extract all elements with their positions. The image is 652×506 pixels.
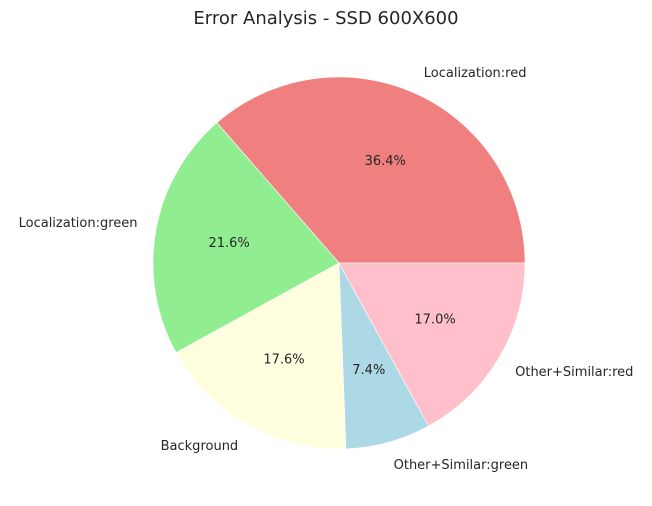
pie-slice-localization-green bbox=[152, 122, 340, 354]
pie-labels: 36.4% Localization:red 21.6% Localization:g… bbox=[19, 66, 634, 473]
pie-value-label-localization-red: 36.4% bbox=[365, 154, 406, 169]
pie-value-label-localization-green: 21.6% bbox=[208, 236, 249, 251]
pie-category-label-other-similar-red: Other+Similar:red bbox=[515, 365, 633, 380]
chart-title: Error Analysis - SSD 600X600 bbox=[193, 8, 459, 29]
pie-category-label-localization-red: Localization:red bbox=[424, 66, 527, 81]
pie-slice-background bbox=[175, 262, 347, 450]
pie-category-label-background: Background bbox=[161, 439, 239, 454]
pie-slice-other-similar-red bbox=[338, 262, 526, 427]
pie-slices bbox=[152, 76, 526, 450]
pie-category-label-localization-green: Localization:green bbox=[19, 216, 138, 231]
pie-value-label-other-similar-red: 17.0% bbox=[414, 312, 455, 327]
pie-value-label-background: 17.6% bbox=[263, 353, 304, 368]
pie-value-label-other-similar-green: 7.4% bbox=[352, 363, 385, 378]
pie-category-label-other-similar-green: Other+Similar:green bbox=[394, 458, 529, 473]
pie-slice-localization-red bbox=[216, 76, 526, 264]
